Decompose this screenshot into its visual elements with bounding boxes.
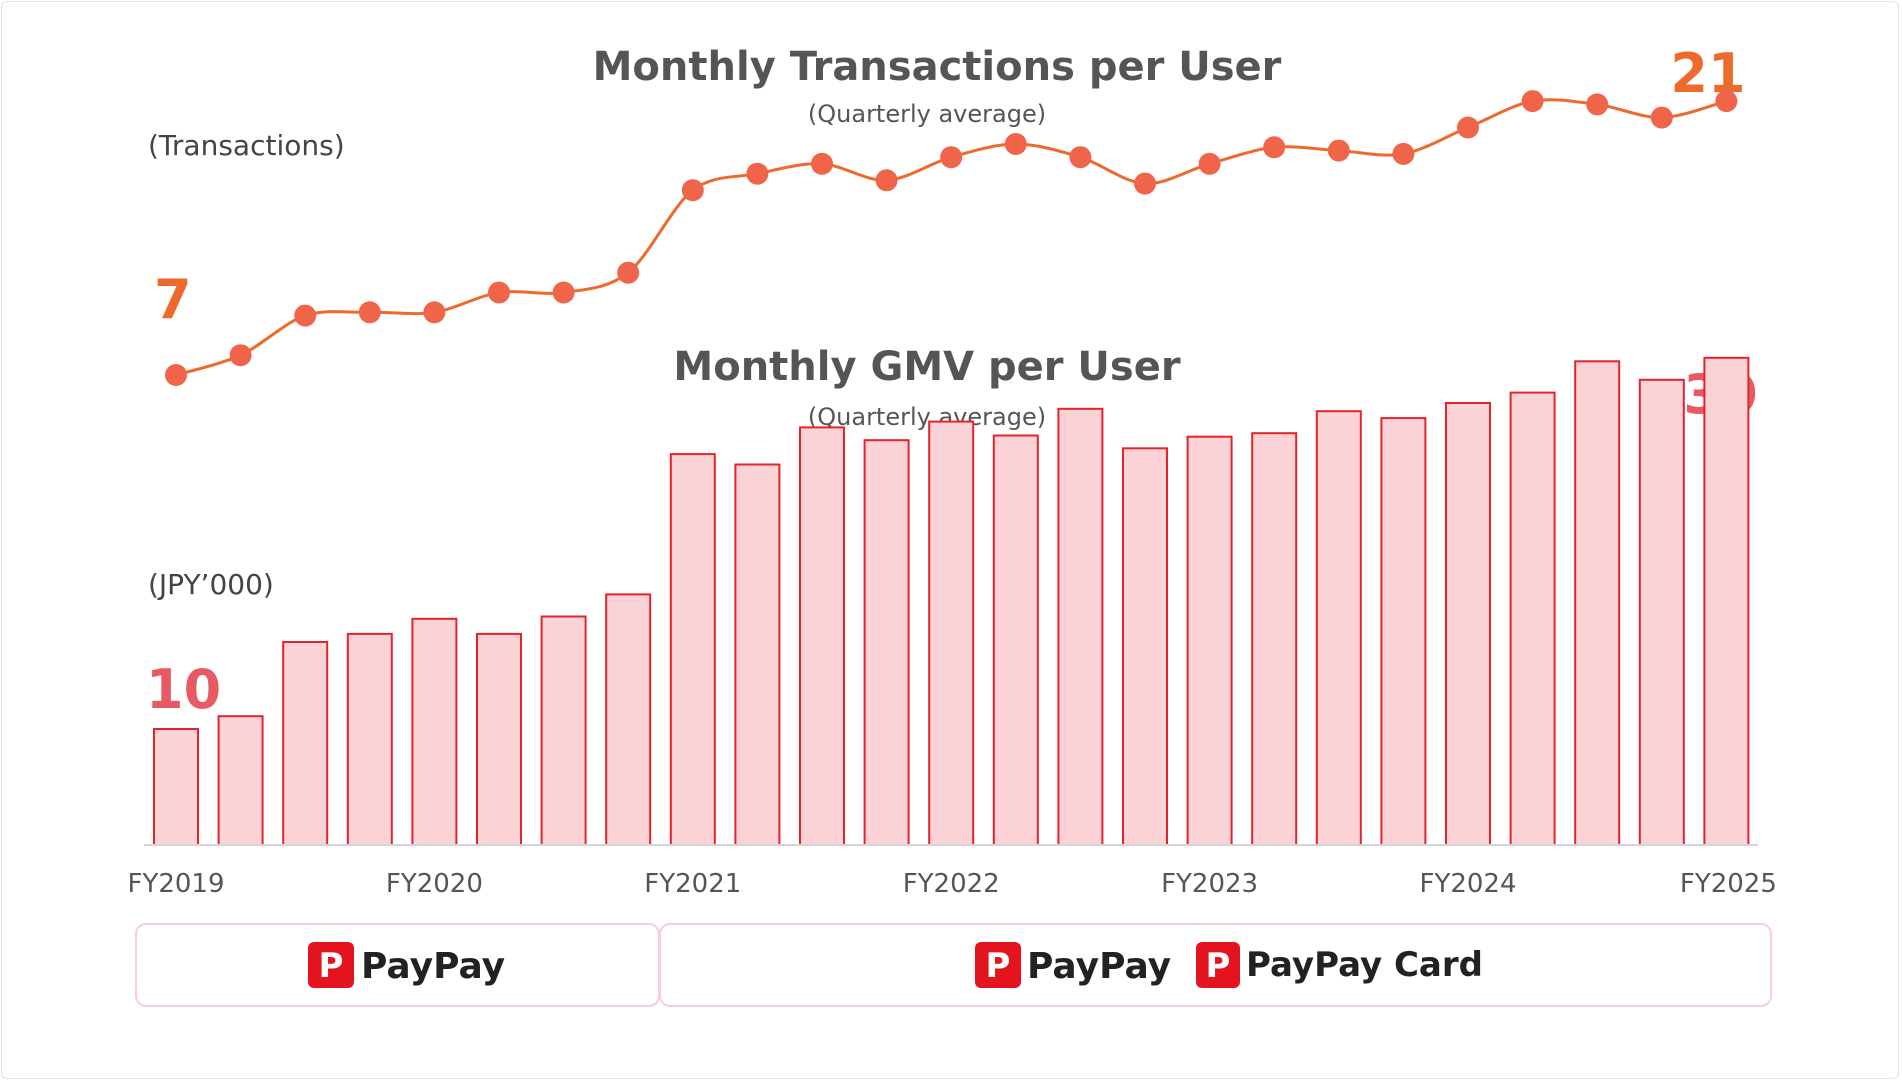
gmv-bar [1186, 435, 1233, 846]
gmv-bar [153, 728, 199, 846]
transactions-title: Monthly Transactions per User [593, 44, 1282, 90]
transactions-point [1134, 172, 1156, 195]
x-tick-label: FY2019 [127, 869, 224, 899]
paypay-logo-icon-2 [975, 942, 1021, 988]
gmv-bar [1509, 391, 1556, 846]
transactions-point [940, 146, 963, 169]
gmv-bar [1638, 378, 1685, 846]
gmv-bar [992, 434, 1039, 846]
gmv-first-value: 10 [146, 658, 221, 721]
gmv-bar [1122, 447, 1168, 846]
x-tick-label: FY2023 [1161, 869, 1258, 899]
svg-text:P: P [1206, 946, 1231, 986]
gmv-bar [411, 617, 458, 846]
gmv-bar [476, 632, 522, 847]
paypay-logo-text-2: PayPay [1027, 946, 1171, 987]
gmv-unit-label: (JPY’000) [148, 568, 274, 601]
paypay-logo-text: PayPay [361, 946, 505, 987]
gmv-title: Monthly GMV per User [673, 344, 1180, 390]
paypay-card-logo: P PayPay Card [1196, 942, 1483, 988]
gmv-bar [217, 715, 264, 847]
transactions-point [1069, 146, 1092, 169]
transactions-points [165, 90, 1738, 386]
transactions-point [294, 304, 317, 327]
transactions-point [1263, 136, 1286, 159]
transactions-point [875, 169, 898, 192]
transactions-point [1521, 90, 1544, 113]
gmv-bar [1315, 410, 1362, 846]
gmv-bar [1574, 360, 1621, 846]
transactions-point [1392, 142, 1415, 165]
gmv-bar [1445, 402, 1491, 846]
gmv-bar [1251, 432, 1298, 846]
paypay-logo: P PayPay [308, 942, 505, 988]
gmv-bar [734, 463, 781, 846]
transactions-point [617, 261, 640, 284]
transactions-point [1586, 93, 1609, 116]
gmv-bar [282, 641, 329, 846]
transactions-point [488, 281, 510, 304]
gmv-bar [1380, 417, 1427, 846]
paypay-logo-icon [308, 942, 354, 988]
transactions-point [1198, 152, 1221, 175]
transactions-point [1327, 139, 1350, 162]
x-tick-label: FY2020 [386, 869, 483, 899]
x-tick-label: FY2022 [903, 869, 1000, 899]
transactions-point [811, 152, 833, 175]
transactions-point [423, 301, 446, 324]
svg-text:P: P [986, 946, 1011, 986]
transactions-point [229, 344, 252, 367]
transactions-line [175, 98, 1727, 377]
transactions-point [1457, 116, 1479, 139]
x-tick-label: FY2021 [644, 869, 741, 899]
gmv-subtitle: (Quarterly average) [808, 403, 1046, 431]
gmv-bar [540, 615, 587, 846]
gmv-bar [863, 439, 910, 846]
gmv-bars [153, 356, 1750, 847]
transactions-point [358, 301, 381, 324]
transactions-point [1715, 90, 1738, 113]
transactions-point [1004, 133, 1027, 155]
transactions-first-value: 7 [154, 268, 192, 331]
x-tick-label: FY2025 [1680, 869, 1777, 899]
gmv-bar [799, 426, 845, 846]
x-axis-ticks: FY2019 FY2020 FY2021 FY2022 FY2023 FY2024 FY20… [127, 869, 1776, 899]
paypay-card-logo-icon [1196, 942, 1240, 988]
svg-text:P: P [319, 946, 344, 986]
transactions-unit-label: (Transactions) [148, 129, 345, 162]
transactions-point [552, 281, 575, 304]
transactions-subtitle: (Quarterly average) [808, 100, 1046, 128]
transactions-point [681, 179, 704, 202]
transactions-point [1650, 106, 1673, 129]
gmv-bar [669, 453, 716, 846]
x-tick-label: FY2024 [1419, 869, 1516, 899]
paypay-card-logo-text: PayPay Card [1246, 945, 1483, 985]
gmv-bar [1057, 407, 1104, 846]
gmv-bar [605, 593, 652, 847]
gmv-bar [346, 632, 393, 847]
gmv-bar [928, 420, 975, 846]
transactions-point [746, 162, 769, 185]
gmv-bar [1703, 356, 1750, 846]
transactions-point [165, 364, 187, 386]
paypay-logo-2: P PayPay [975, 942, 1171, 988]
